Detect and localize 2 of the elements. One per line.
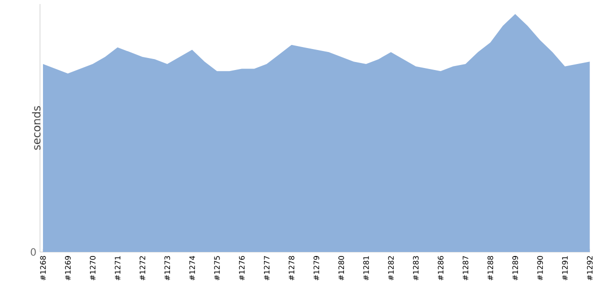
- text: 0: [30, 248, 36, 256]
- y-axis-title: seconds: [32, 106, 40, 150]
